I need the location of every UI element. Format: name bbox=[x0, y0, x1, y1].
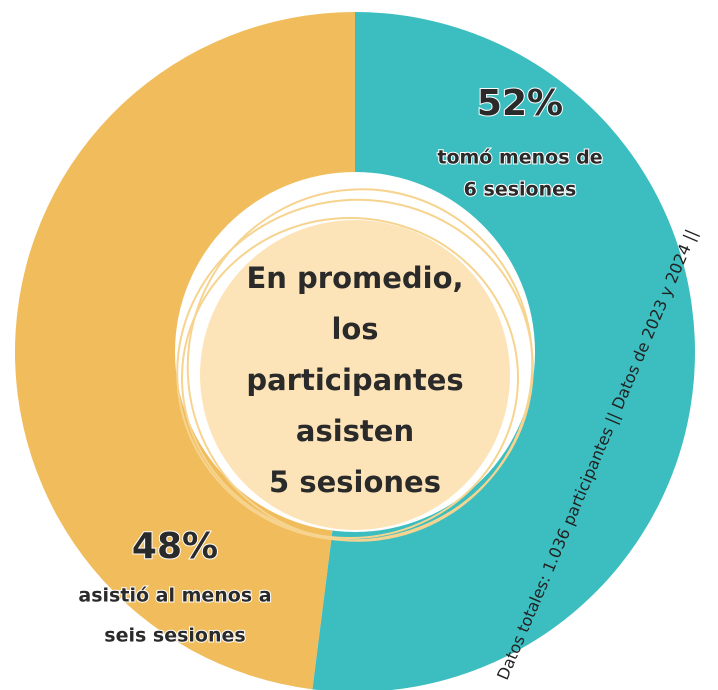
center-text: En promedio, bbox=[246, 261, 463, 295]
center-text: los bbox=[331, 312, 378, 346]
slice-label: asistió al menos a bbox=[78, 585, 271, 607]
center-text: asisten bbox=[296, 414, 414, 448]
value-label: 48% bbox=[132, 526, 218, 567]
center-disc bbox=[200, 220, 510, 530]
slice-label: 6 sesiones bbox=[464, 179, 577, 201]
slice-label: seis sesiones bbox=[104, 625, 245, 647]
scribble bbox=[176, 188, 534, 542]
value-label: 52% bbox=[477, 83, 563, 124]
center-text: 5 sesiones bbox=[269, 465, 441, 499]
slice-label: tomó menos de bbox=[437, 147, 602, 169]
center-text: participantes bbox=[246, 363, 463, 397]
